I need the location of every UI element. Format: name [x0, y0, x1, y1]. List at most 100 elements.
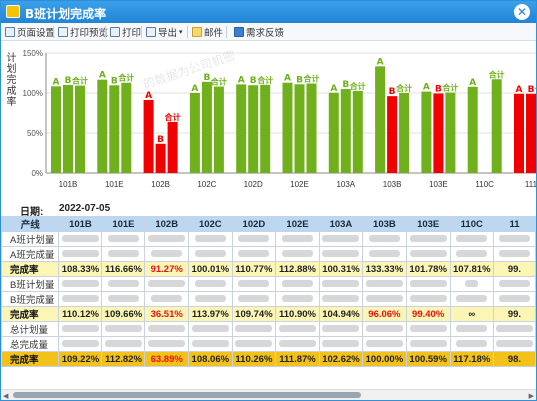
print-button[interactable]: 打印	[110, 24, 141, 40]
table-cell	[101, 276, 146, 292]
redacted-value	[495, 340, 533, 348]
column-header-line: 产线	[1, 216, 60, 232]
print-label: 打印	[122, 28, 142, 39]
table-cell	[231, 291, 277, 307]
table-cell: 112.88%	[275, 261, 320, 277]
y-tick-label: 150%	[23, 49, 43, 58]
feedback-button[interactable]: 需求反馈	[234, 24, 284, 40]
redacted-value	[151, 295, 183, 303]
bar-label: A	[145, 91, 152, 101]
printer-icon	[110, 27, 120, 37]
bar-label: B	[389, 87, 396, 97]
table-cell	[492, 291, 536, 307]
toolbar: 页面设置 打印预览 打印 导出 ▾ 邮件 需求反馈	[1, 23, 536, 41]
column-header: 103E	[405, 216, 451, 232]
bar-label: 合计	[534, 84, 536, 94]
row-label: 总完成量	[1, 336, 60, 352]
table-cell: 100.01%	[188, 261, 233, 277]
bar-label: B	[111, 76, 118, 86]
report-table: 产线 101B 101E 102B 102C 102D 102E 103A 103B 103E 11…	[1, 216, 536, 367]
bar-103E-A	[421, 91, 432, 173]
bar-label: 合计	[488, 69, 505, 79]
print-preview-button[interactable]: 打印预览	[58, 24, 108, 40]
column-header: 110C	[449, 216, 494, 232]
y-tick-label: 0%	[31, 169, 43, 178]
table-cell	[275, 291, 320, 307]
table-cell: 100.59%	[405, 351, 451, 367]
table-cell	[492, 231, 536, 247]
table-cell: 102.62%	[318, 351, 364, 367]
table-cell	[492, 321, 536, 337]
bar-label: A	[377, 57, 384, 67]
table-cell	[188, 336, 233, 352]
x-tick-label: 102B	[151, 180, 170, 189]
table-cell	[362, 231, 407, 247]
table-cell	[58, 291, 103, 307]
table-cell: 110.12%	[58, 306, 103, 322]
redacted-value	[191, 325, 229, 333]
toolbar-separator	[141, 26, 142, 38]
bar-102C-B	[201, 81, 212, 173]
redacted-value	[148, 340, 186, 348]
redacted-value	[61, 280, 99, 288]
table-row: A班计划量	[1, 231, 536, 247]
table-cell	[318, 231, 364, 247]
scrollbar-thumb[interactable]	[13, 392, 361, 398]
table-cell	[144, 246, 189, 262]
table-header-row: 产线 101B 101E 102B 102C 102D 102E 103A 103B 103E 11…	[1, 216, 536, 232]
redacted-value	[194, 280, 226, 288]
redacted-value	[365, 295, 403, 303]
table-cell	[58, 246, 103, 262]
redacted-value	[61, 325, 99, 333]
bar-label: 合计	[71, 76, 88, 86]
bar-102E-A	[282, 82, 293, 173]
x-tick-label: 103B	[383, 180, 402, 189]
bar-label: A	[284, 74, 291, 84]
page-setup-button[interactable]: 页面设置	[5, 24, 55, 40]
bar-label: A	[423, 83, 430, 93]
x-tick-label: 102E	[290, 180, 309, 189]
table-row: 总计划量	[1, 321, 536, 337]
scroll-right-icon[interactable]: ▶	[528, 393, 534, 400]
table-cell	[449, 291, 494, 307]
redacted-value	[191, 340, 229, 348]
redacted-value	[61, 340, 99, 348]
table-cell	[144, 336, 189, 352]
table-cell: 110.26%	[231, 351, 277, 367]
table-cell	[144, 276, 189, 292]
redacted-value	[61, 235, 99, 243]
redacted-value	[368, 250, 400, 258]
print-preview-icon	[58, 27, 68, 37]
redacted-value	[107, 235, 139, 243]
table-cell: 101.78%	[405, 261, 451, 277]
table-cell: 99.	[492, 306, 536, 322]
table-cell	[188, 246, 233, 262]
bar-label: A	[99, 71, 106, 81]
mail-button[interactable]: 邮件	[192, 24, 223, 40]
table-cell	[231, 336, 277, 352]
redacted-value	[238, 250, 270, 258]
toolbar-separator	[187, 26, 188, 38]
table-cell: 116.66%	[101, 261, 146, 277]
export-button[interactable]: 导出 ▾	[146, 24, 183, 40]
bar-102E-B	[294, 84, 305, 173]
redacted-value	[148, 280, 186, 288]
redacted-value	[279, 340, 316, 348]
close-button[interactable]: ✕	[514, 4, 530, 20]
scroll-left-icon[interactable]: ◀	[3, 393, 9, 400]
redacted-value	[365, 280, 403, 288]
bar-103E-B	[433, 93, 444, 173]
redacted-value	[365, 325, 403, 333]
redacted-value	[194, 295, 226, 303]
bar-label: B	[435, 84, 442, 94]
export-label: 导出	[158, 28, 178, 39]
table-cell	[188, 321, 233, 337]
print-preview-label: 打印预览	[70, 28, 109, 39]
table-cell: 99.40%	[405, 306, 451, 322]
bar-102D-B	[248, 85, 259, 173]
table-cell	[492, 246, 536, 262]
x-tick-label: 103A	[336, 180, 355, 189]
column-header: 102C	[188, 216, 233, 232]
horizontal-scrollbar[interactable]: ◀ ▶	[1, 389, 536, 400]
bar-102B-A	[143, 99, 154, 173]
